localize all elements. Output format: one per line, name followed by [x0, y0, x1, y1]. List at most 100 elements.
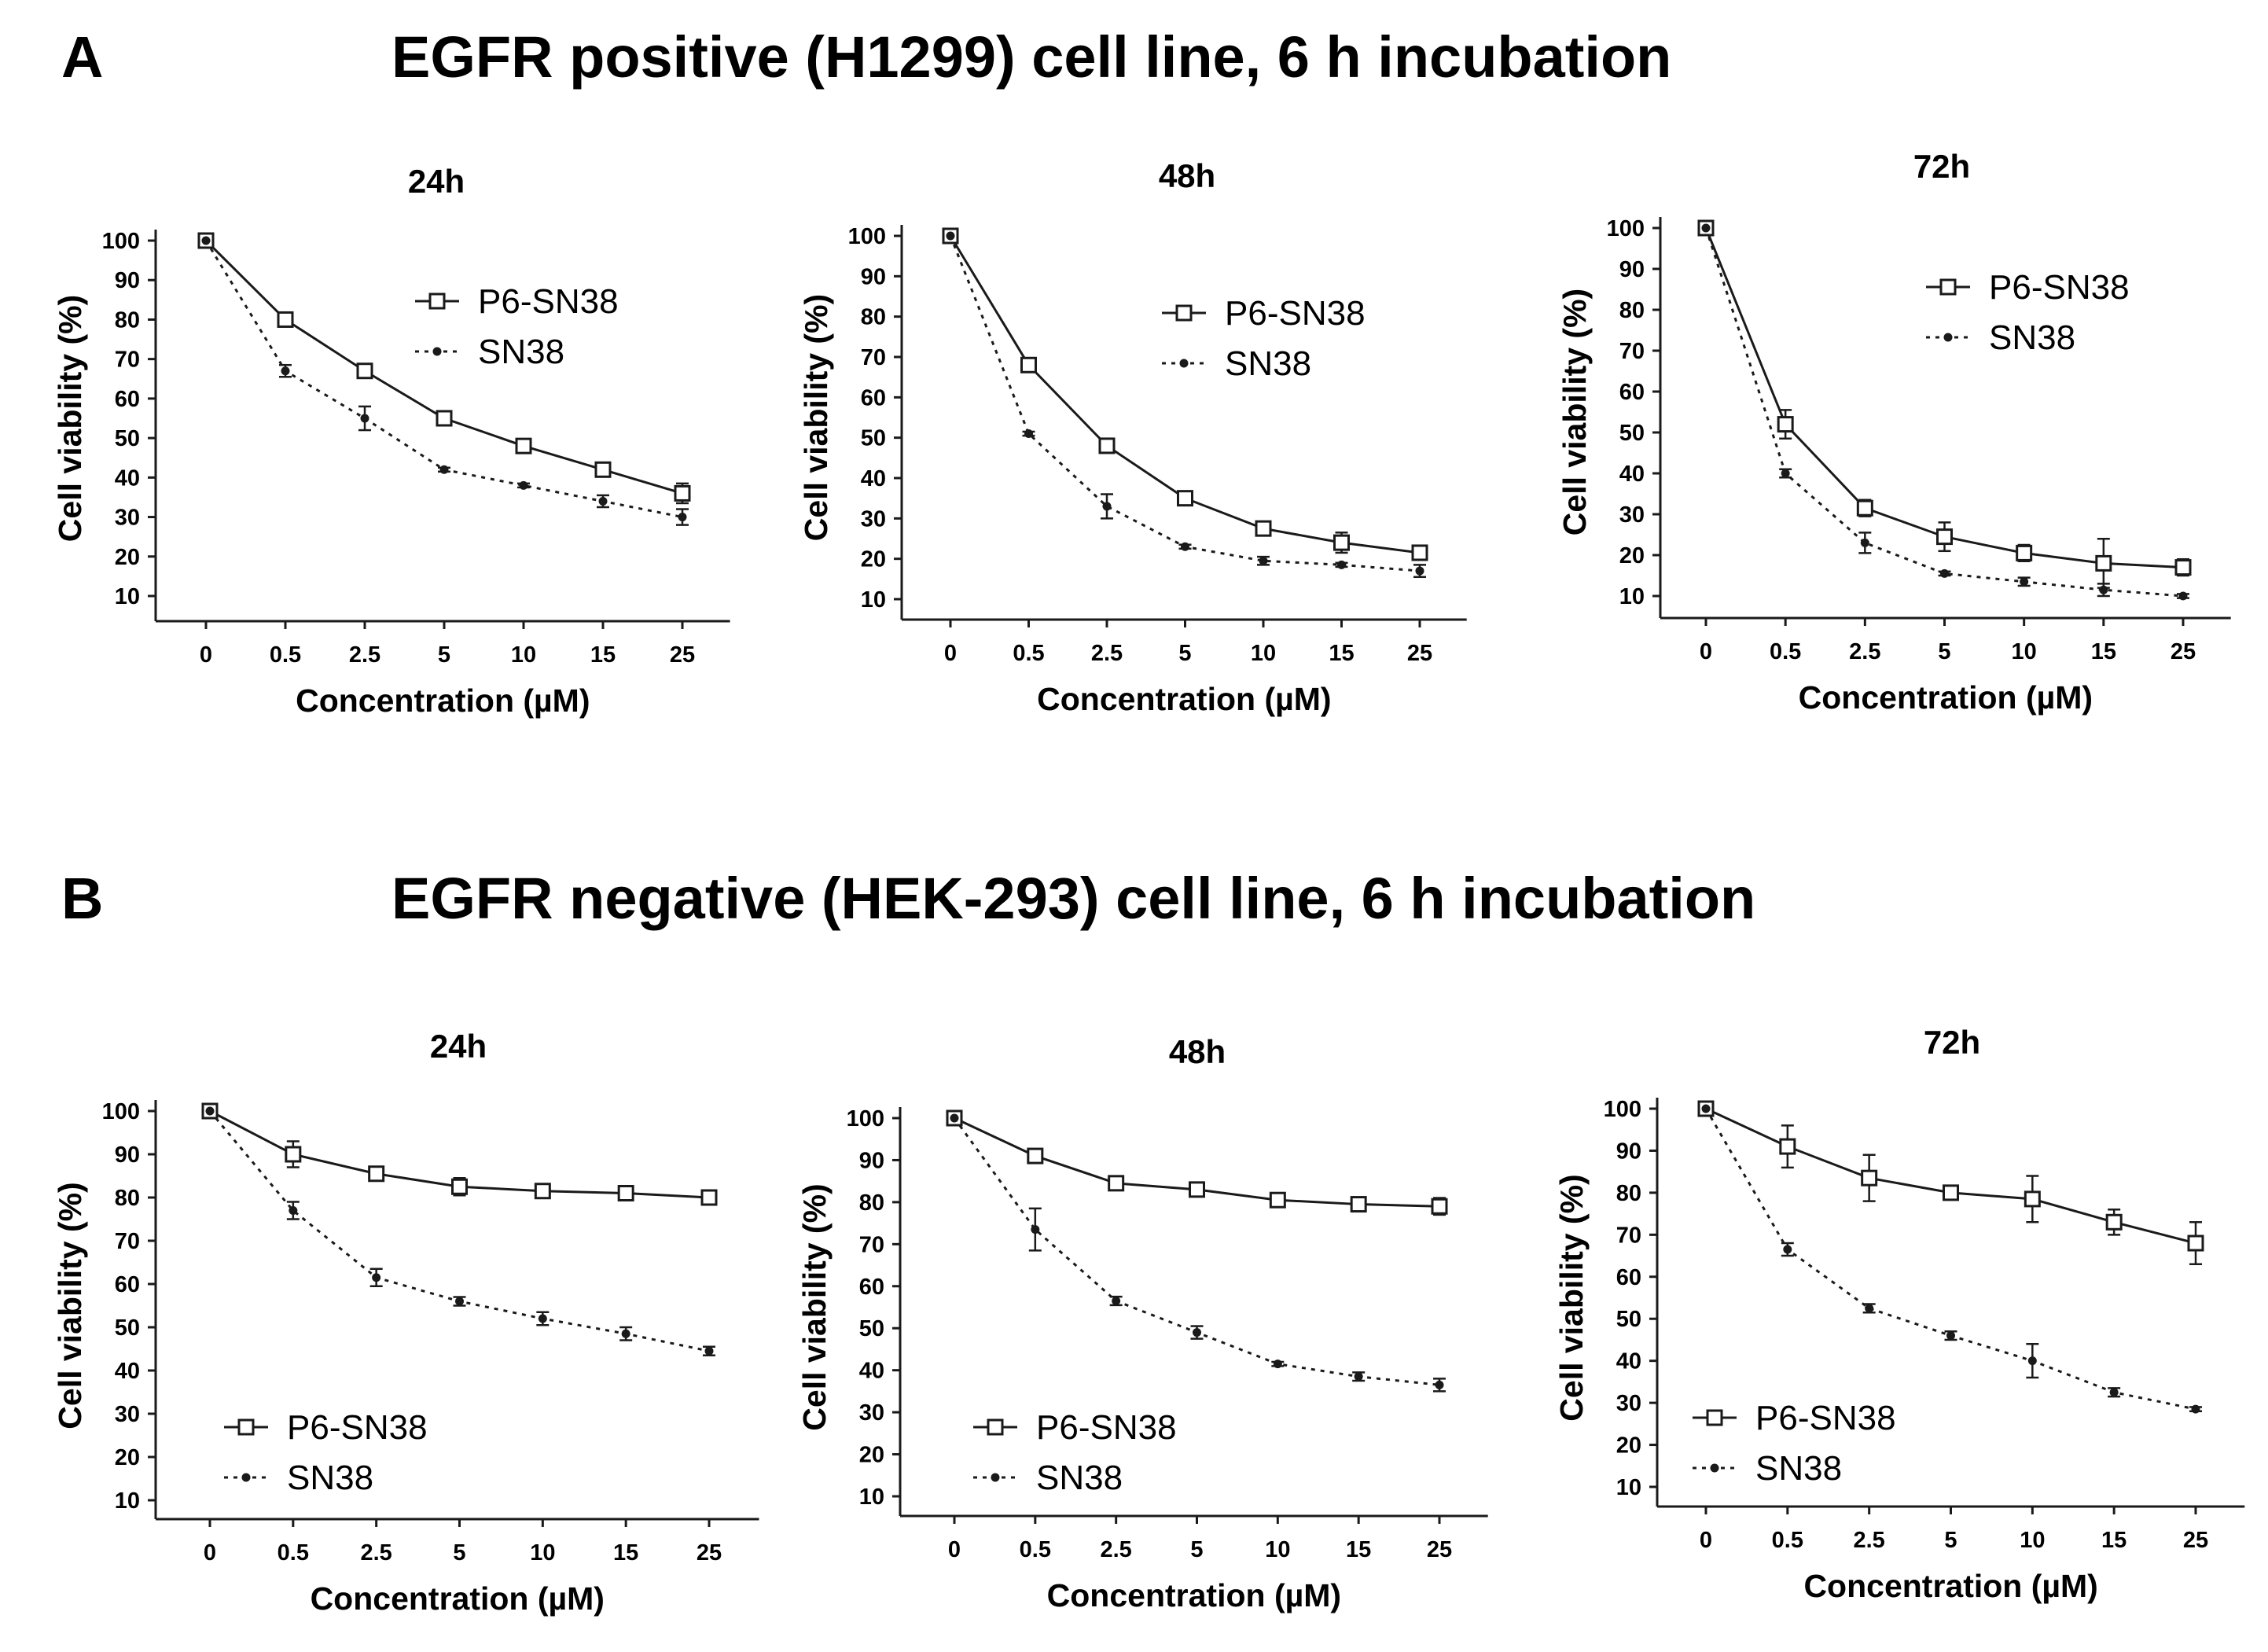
data-point [1354, 1372, 1363, 1382]
data-point [1108, 1175, 1125, 1192]
legend-label: SN38 [1755, 1449, 1842, 1488]
data-point [674, 484, 691, 502]
data-point [519, 480, 528, 490]
y-tick-label: 30 [115, 506, 140, 531]
y-tick-label: 70 [1616, 1223, 1641, 1248]
y-axis-label: Cell viability (%) [1557, 289, 1593, 535]
y-tick-label: 100 [102, 229, 140, 254]
data-point [285, 1146, 302, 1163]
y-tick-label: 30 [1616, 1391, 1641, 1416]
data-point [2109, 1388, 2119, 1397]
x-tick-label: 5 [1938, 639, 1950, 664]
y-tick-label: 30 [861, 506, 886, 532]
y-tick-label: 80 [1616, 1181, 1641, 1206]
chart-title: 48h [1169, 1033, 1226, 1070]
data-point [1031, 1225, 1040, 1234]
y-tick-label: 80 [861, 305, 886, 330]
series-p6-sn38 [942, 227, 1428, 561]
data-point [1255, 520, 1272, 537]
data-point [1943, 1184, 1959, 1201]
chart-title: 24h [430, 1028, 487, 1065]
y-axis-label: Cell viability (%) [1553, 1174, 1590, 1421]
legend-item: SN38 [1926, 318, 2075, 357]
legend-marker [1179, 359, 1189, 368]
legend-label: P6-SN38 [1989, 268, 2130, 307]
x-tick-label: 0 [1700, 639, 1712, 664]
data-point [2191, 1404, 2200, 1414]
x-tick-label: 2.5 [361, 1540, 392, 1566]
y-tick-label: 60 [861, 385, 886, 410]
chart-title: 72h [1913, 148, 1970, 185]
panel-a-letter: A [61, 24, 104, 90]
series-line [204, 239, 683, 495]
data-point [277, 311, 294, 328]
x-tick-label: 25 [670, 642, 695, 668]
legend-marker [1175, 304, 1193, 322]
y-axis-label: Cell viability (%) [52, 1182, 88, 1429]
data-point [1333, 534, 1350, 551]
series-line [208, 1110, 710, 1352]
data-point [205, 1106, 215, 1116]
data-point [950, 1113, 959, 1123]
y-tick-label: 60 [859, 1275, 884, 1300]
legend-item: SN38 [973, 1459, 1123, 1497]
y-tick-label: 30 [859, 1400, 884, 1426]
data-point [455, 1297, 464, 1306]
series-sn38 [201, 236, 689, 526]
y-tick-label: 20 [115, 545, 140, 570]
legend-item: SN38 [1162, 344, 1311, 383]
x-tick-label: 0.5 [1013, 641, 1044, 666]
y-tick-label: 40 [1616, 1349, 1641, 1374]
legend-item: SN38 [224, 1459, 373, 1497]
y-tick-label: 80 [115, 307, 140, 333]
data-point [451, 1178, 468, 1195]
data-point [1865, 1304, 1874, 1313]
y-axis-label: Cell viability (%) [796, 1183, 833, 1430]
y-tick-label: 30 [115, 1402, 140, 1427]
x-tick-label: 25 [2183, 1528, 2208, 1553]
data-point [1415, 566, 1424, 576]
y-tick-label: 10 [115, 1488, 140, 1514]
x-tick-label: 0 [204, 1540, 216, 1566]
x-tick-label: 15 [2091, 639, 2116, 664]
legend-marker [428, 293, 446, 310]
series-sn38 [950, 1113, 1446, 1393]
data-point [2099, 585, 2108, 594]
data-point [356, 362, 373, 380]
y-tick-label: 90 [1616, 1139, 1641, 1164]
y-tick-label: 50 [1619, 421, 1645, 446]
legend-label: SN38 [1989, 318, 2075, 357]
data-point [2178, 591, 2188, 601]
legend-label: SN38 [1036, 1459, 1123, 1497]
y-tick-label: 50 [115, 1315, 140, 1341]
legend-item: SN38 [415, 333, 564, 371]
series-sn38 [946, 231, 1426, 579]
y-axis-label: Cell viability (%) [52, 295, 88, 542]
series-p6-sn38 [1697, 1100, 2204, 1265]
x-tick-label: 10 [511, 642, 536, 668]
x-tick-label: 10 [1251, 641, 1276, 666]
panel-b-title: EGFR negative (HEK-293) cell line, 6 h i… [391, 866, 1756, 931]
chart-b-48h: 48h 10 20 30 40 50 60 70 80 90 100 0 0.5 2.5 5 10 15 25 Co… [796, 1033, 1488, 1613]
data-point [617, 1185, 634, 1201]
legend-label: P6-SN38 [1036, 1408, 1177, 1447]
legend-marker [237, 1418, 255, 1436]
data-point [1193, 1328, 1201, 1337]
y-tick-label: 90 [1619, 257, 1645, 282]
data-point [704, 1346, 714, 1356]
data-point [1940, 568, 1949, 578]
data-point [1112, 1296, 1121, 1305]
data-point [1781, 469, 1790, 478]
legend-label: P6-SN38 [287, 1408, 428, 1447]
legend-marker [1943, 333, 1953, 342]
y-tick-label: 70 [861, 345, 886, 370]
y-tick-label: 20 [115, 1445, 140, 1470]
x-tick-label: 25 [1427, 1537, 1452, 1562]
x-axis-label: Concentration (µM) [296, 683, 590, 719]
data-point [2024, 1190, 2041, 1208]
y-tick-label: 80 [115, 1186, 140, 1211]
data-point [368, 1165, 385, 1183]
data-point [1861, 1169, 1878, 1187]
x-tick-label: 2.5 [1854, 1528, 1885, 1553]
series-sn38 [205, 1106, 715, 1356]
